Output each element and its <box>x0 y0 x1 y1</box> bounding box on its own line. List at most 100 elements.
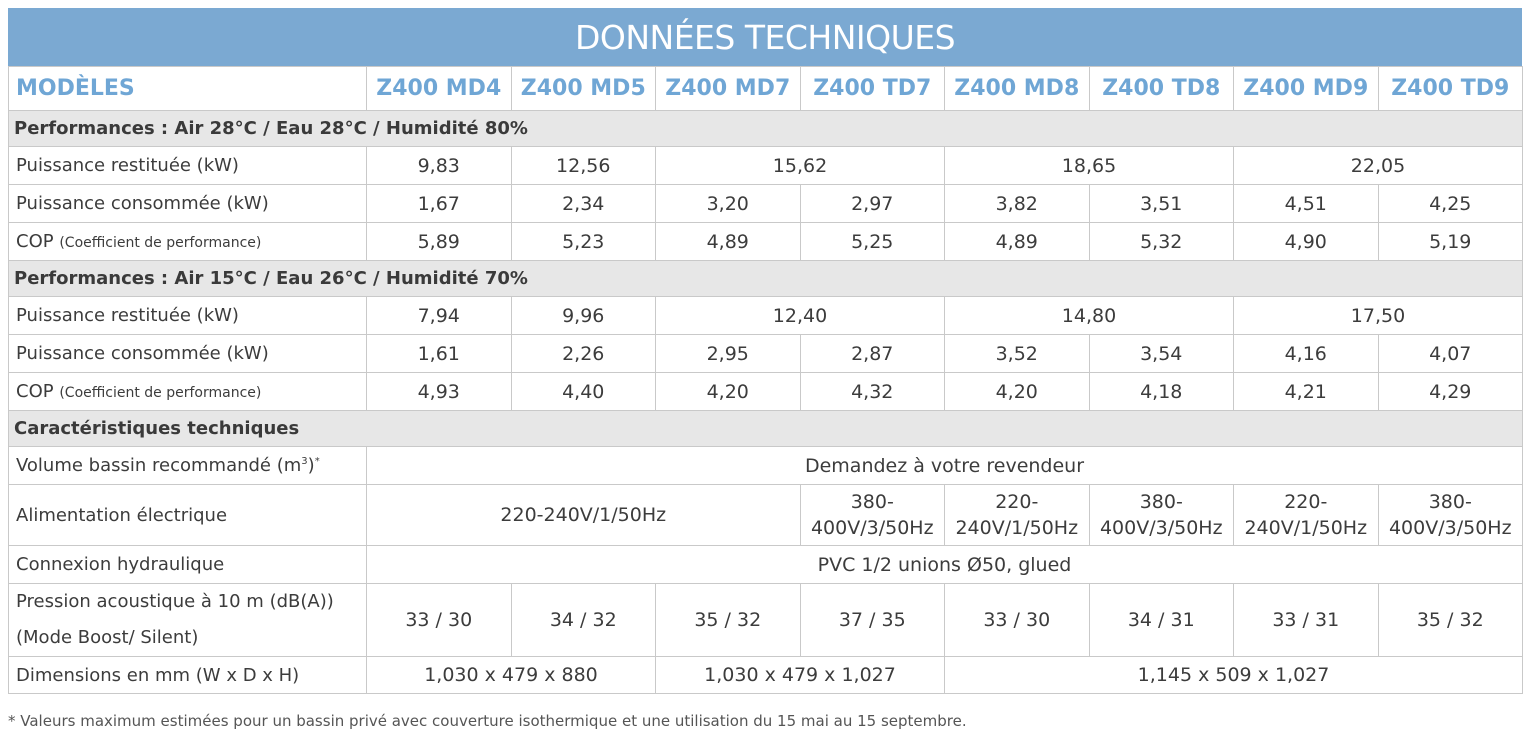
table-cell: 5,32 <box>1088 222 1234 261</box>
cop-note: (Coefficient de performance) <box>59 235 262 251</box>
table-cell: 1,67 <box>366 184 512 223</box>
footnote: * Valeurs maximum estimées pour un bassi… <box>8 712 967 730</box>
model-header: Z400 MD5 <box>510 66 656 111</box>
page-title: DONNÉES TECHNIQUES <box>8 8 1522 66</box>
table-cell: 4,51 <box>1233 184 1379 223</box>
table-row: Puissance restituée (kW) 7,94 9,96 12,40… <box>8 296 1523 335</box>
row-label: Pression acoustique à 10 m (dB(A)) (Mode … <box>8 583 367 657</box>
table-cell: 2,26 <box>510 334 656 373</box>
table-cell: 15,62 <box>655 146 945 185</box>
model-header: Z400 TD9 <box>1377 66 1523 111</box>
table-cell: 4,20 <box>944 372 1090 411</box>
table-cell: 14,80 <box>944 296 1234 335</box>
model-header: Z400 TD8 <box>1088 66 1234 111</box>
table-cell: 34 / 32 <box>510 583 656 657</box>
table-row: Dimensions en mm (W x D x H) 1,030 x 479… <box>8 656 1523 694</box>
table-cell: 3,52 <box>944 334 1090 373</box>
volume-label: Volume bassin recommandé (m <box>16 455 302 476</box>
voltage-line: 400V/3/50Hz <box>810 517 934 539</box>
table-cell: 4,89 <box>655 222 801 261</box>
table-row: Puissance restituée (kW) 9,83 12,56 15,6… <box>8 146 1523 185</box>
table-cell: 380- 400V/3/50Hz <box>1377 484 1523 546</box>
cop-label: COP <box>16 381 54 402</box>
model-header: Z400 MD8 <box>944 66 1090 111</box>
table-cell: 5,19 <box>1377 222 1523 261</box>
table-cell: Demandez à votre revendeur <box>366 446 1523 485</box>
table-cell: 22,05 <box>1233 146 1523 185</box>
table-row: Puissance consommée (kW) 1,61 2,26 2,95 … <box>8 334 1523 373</box>
table-cell: 380- 400V/3/50Hz <box>1088 484 1234 546</box>
row-label: Puissance restituée (kW) <box>8 296 367 335</box>
table-cell: 33 / 30 <box>366 583 512 657</box>
voltage-line: 380- <box>1139 491 1183 513</box>
table-cell: 12,56 <box>510 146 656 185</box>
table-cell: 4,21 <box>1233 372 1379 411</box>
table-cell: 4,93 <box>366 372 512 411</box>
table-cell: 17,50 <box>1233 296 1523 335</box>
table-cell: 35 / 32 <box>655 583 801 657</box>
model-header: Z400 MD9 <box>1233 66 1379 111</box>
table-cell: 7,94 <box>366 296 512 335</box>
section-header-row: Caractéristiques techniques <box>8 410 1523 447</box>
table-cell: 18,65 <box>944 146 1234 185</box>
voltage-line: 220- <box>995 491 1039 513</box>
table-cell: 4,25 <box>1377 184 1523 223</box>
section-header-row: Performances : Air 15°C / Eau 26°C / Hum… <box>8 260 1523 297</box>
table-cell: 12,40 <box>655 296 945 335</box>
row-label: Puissance consommée (kW) <box>8 184 367 223</box>
voltage-line: 400V/3/50Hz <box>1099 517 1223 539</box>
volume-footnote-mark: * <box>314 456 320 467</box>
table-cell: 33 / 31 <box>1233 583 1379 657</box>
table-cell: 5,89 <box>366 222 512 261</box>
models-header-row: MODÈLES Z400 MD4 Z400 MD5 Z400 MD7 Z400 … <box>8 66 1523 111</box>
table-cell: 2,97 <box>799 184 945 223</box>
table-cell: 3,20 <box>655 184 801 223</box>
table-cell: 3,54 <box>1088 334 1234 373</box>
table-cell: 9,96 <box>510 296 656 335</box>
voltage-line: 400V/3/50Hz <box>1388 517 1512 539</box>
table-cell: 1,145 x 509 x 1,027 <box>944 656 1523 694</box>
row-label: Connexion hydraulique <box>8 545 367 584</box>
table-cell: 4,90 <box>1233 222 1379 261</box>
table-cell: 4,16 <box>1233 334 1379 373</box>
table-cell: 220- 240V/1/50Hz <box>944 484 1090 546</box>
row-label: Volume bassin recommandé (m3)* <box>8 446 367 485</box>
cop-label: COP <box>16 231 54 252</box>
voltage-line: 220- <box>1284 491 1328 513</box>
models-label: MODÈLES <box>8 66 367 111</box>
table-cell: 34 / 31 <box>1088 583 1234 657</box>
table-cell: 35 / 32 <box>1377 583 1523 657</box>
section-heading: Caractéristiques techniques <box>8 410 1523 447</box>
table-row: Puissance consommée (kW) 1,67 2,34 3,20 … <box>8 184 1523 223</box>
table-cell: 33 / 30 <box>944 583 1090 657</box>
volume-label-close: ) <box>307 455 315 476</box>
specs-table: MODÈLES Z400 MD4 Z400 MD5 Z400 MD7 Z400 … <box>8 66 1523 694</box>
row-label: Puissance restituée (kW) <box>8 146 367 185</box>
table-row: Alimentation électrique 220-240V/1/50Hz … <box>8 484 1523 546</box>
row-label: Puissance consommée (kW) <box>8 334 367 373</box>
table-cell: 9,83 <box>366 146 512 185</box>
table-cell: PVC 1/2 unions Ø50, glued <box>366 545 1523 584</box>
table-cell: 380- 400V/3/50Hz <box>799 484 945 546</box>
table-cell: 3,82 <box>944 184 1090 223</box>
table-cell: 5,23 <box>510 222 656 261</box>
voltage-line: 240V/1/50Hz <box>955 517 1079 539</box>
table-row: Volume bassin recommandé (m3)* Demandez … <box>8 446 1523 485</box>
table-cell: 2,87 <box>799 334 945 373</box>
row-label: Dimensions en mm (W x D x H) <box>8 656 367 694</box>
table-cell: 220-240V/1/50Hz <box>1233 484 1379 546</box>
table-cell: 1,030 x 479 x 1,027 <box>655 656 945 694</box>
table-cell: 4,07 <box>1377 334 1523 373</box>
table-row: Pression acoustique à 10 m (dB(A)) (Mode … <box>8 583 1523 657</box>
row-label: COP (Coefficient de performance) <box>8 372 367 411</box>
volume-superscript: 3 <box>301 456 308 467</box>
table-cell: 2,95 <box>655 334 801 373</box>
table-cell: 220-240V/1/50Hz <box>366 484 801 546</box>
section-heading: Performances : Air 15°C / Eau 26°C / Hum… <box>8 260 1523 297</box>
table-row: Connexion hydraulique PVC 1/2 unions Ø50… <box>8 545 1523 584</box>
model-header: Z400 MD7 <box>655 66 801 111</box>
table-cell: 1,61 <box>366 334 512 373</box>
acoustic-label-line: Pression acoustique à 10 m (dB(A)) <box>16 591 334 612</box>
acoustic-label-line: (Mode Boost/ Silent) <box>16 627 199 648</box>
section-header-row: Performances : Air 28°C / Eau 28°C / Hum… <box>8 110 1523 147</box>
